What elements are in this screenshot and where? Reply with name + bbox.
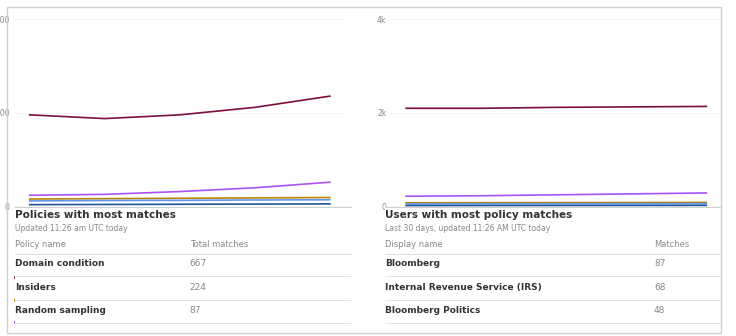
Text: Bloomberg Politics: Bloomberg Politics [385,306,480,315]
Text: Policy name: Policy name [15,240,66,249]
Text: Internal Revenue Service (IRS): Internal Revenue Service (IRS) [385,283,542,292]
Text: Insiders: Insiders [38,320,65,325]
Text: Insiders: Insiders [414,320,442,325]
Text: Insiders: Insiders [15,283,55,292]
Text: Domain condition: Domain condition [414,274,476,280]
Text: Display name: Display name [385,240,442,249]
Text: 224: 224 [190,283,207,292]
Text: Matches: Matches [654,240,689,249]
Text: Random sampling: Random sampling [414,297,477,303]
Text: Policies with most matches: Policies with most matches [15,210,176,220]
Text: Random sampling: Random sampling [38,297,101,303]
Text: 87: 87 [654,259,665,268]
Text: Domain condition: Domain condition [15,259,105,268]
Text: Users with most policy matches: Users with most policy matches [385,210,572,220]
Text: 68: 68 [654,283,665,292]
Text: Profanities: Profanities [586,297,623,303]
Text: Profanities: Profanities [210,297,247,303]
Text: Bloomberg: Bloomberg [385,259,440,268]
Text: Updated 11:26 am UTC today: Updated 11:26 am UTC today [15,224,127,233]
Text: Confidential project: Confidential project [586,274,654,280]
Text: 48: 48 [654,306,665,315]
Text: Domain condition: Domain condition [38,274,99,280]
Text: Last 30 days, updated 11:26 AM UTC today: Last 30 days, updated 11:26 AM UTC today [385,224,550,233]
Text: Total matches: Total matches [190,240,248,249]
Text: 667: 667 [190,259,207,268]
Text: Confidential project: Confidential project [210,274,278,280]
Text: Random sampling: Random sampling [15,306,105,315]
Text: 87: 87 [190,306,201,315]
